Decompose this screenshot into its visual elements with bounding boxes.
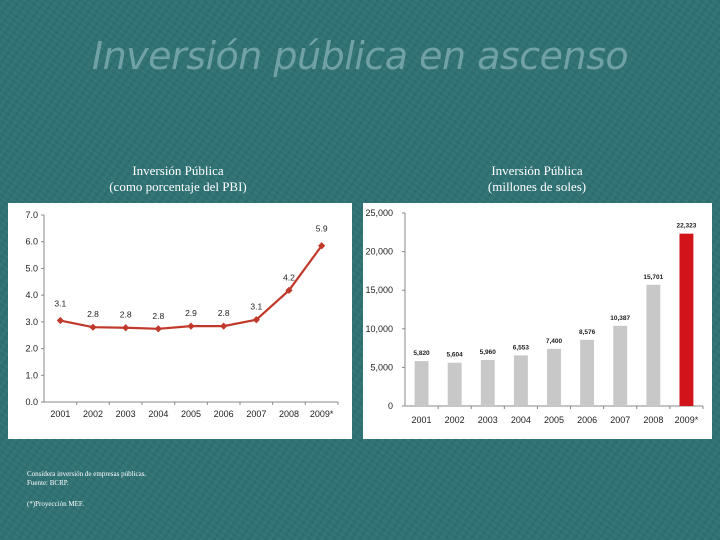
bar-value-label: 6,553	[513, 344, 530, 351]
bar-chart: 0 5,000 10,000 15,000 20,000 25,000 5,820 2001 5…	[365, 208, 704, 425]
line-chart-subtitle: (como porcentaje del PBI)	[109, 179, 247, 194]
x-tick-label: 2005	[181, 409, 201, 419]
data-label: 2.9	[185, 308, 197, 318]
line-chart-title: Inversión Pública (como porcentaje del P…	[48, 163, 308, 195]
y-tick-label: 4.0	[25, 290, 38, 300]
line-chart-panel: 0.0 1.0 2.0 3.0 4.0 5.0 6.0 7.0 2001 2002 2003 2004…	[8, 203, 352, 439]
y-tick-label: 7.0	[25, 210, 38, 220]
bar-value-label: 22,323	[676, 223, 696, 230]
bar-value-label: 10,387	[610, 315, 630, 322]
data-label: 2.8	[152, 311, 164, 321]
bar	[679, 233, 694, 406]
bar-chart-title-main: Inversión Pública	[491, 163, 583, 178]
data-point-marker	[220, 322, 228, 330]
data-label: 5.9	[316, 224, 328, 234]
y-tick-label: 5,000	[370, 362, 393, 372]
data-label: 2.8	[87, 309, 99, 319]
source-notes: Considera inversión de empresas públicas…	[27, 470, 146, 509]
x-tick-label: 2006	[214, 409, 234, 419]
x-tick-label: 2009*	[675, 415, 699, 425]
data-point-marker	[122, 324, 130, 332]
x-tick-label: 2009*	[310, 409, 334, 419]
y-tick-label: 5.0	[25, 263, 38, 273]
x-tick-label: 2003	[116, 409, 136, 419]
data-point-marker	[89, 323, 97, 331]
y-tick-label: 10,000	[365, 324, 393, 334]
line-chart-title-main: Inversión Pública	[132, 163, 224, 178]
data-point-marker	[285, 286, 293, 294]
bar-chart-title: Inversión Pública (millones de soles)	[407, 163, 667, 195]
y-tick-label: 6.0	[25, 237, 38, 247]
bar-chart-subtitle: (millones de soles)	[487, 179, 587, 194]
bar-value-label: 15,701	[643, 274, 663, 281]
x-tick-label: 2004	[148, 409, 168, 419]
x-tick-label: 2008	[279, 409, 299, 419]
bar	[513, 355, 528, 406]
x-tick-label: 2006	[577, 415, 597, 425]
y-tick-label: 25,000	[365, 208, 393, 218]
note-line-2: Fuente: BCRP.	[27, 479, 69, 487]
data-point-marker	[154, 325, 162, 333]
x-tick-label: 2001	[50, 409, 70, 419]
x-tick-label: 2005	[544, 415, 564, 425]
bar-value-label: 5,604	[447, 352, 464, 359]
data-point-marker	[187, 322, 195, 330]
data-point-marker	[56, 316, 64, 325]
y-tick-label: 3.0	[25, 317, 38, 327]
x-tick-label: 2002	[83, 409, 103, 419]
bar	[480, 359, 495, 406]
bar	[447, 362, 462, 406]
data-label: 3.1	[250, 302, 262, 312]
data-label: 2.8	[218, 308, 230, 318]
x-tick-label: 2001	[412, 415, 432, 425]
x-tick-label: 2007	[610, 415, 630, 425]
data-point-marker	[318, 242, 326, 250]
bar-value-label: 5,820	[413, 350, 430, 357]
data-label: 3.1	[54, 299, 66, 309]
line-chart: 0.0 1.0 2.0 3.0 4.0 5.0 6.0 7.0 2001 2002 2003 2004…	[25, 210, 339, 419]
note-line-3: (*)Proyección MEF.	[27, 500, 84, 508]
y-tick-label: 1.0	[25, 370, 38, 380]
bar	[414, 361, 429, 406]
bar	[613, 325, 628, 406]
data-label: 2.8	[120, 310, 132, 320]
data-label: 4.2	[283, 272, 295, 282]
bar	[580, 339, 595, 406]
slide-title: Inversión pública en ascenso	[91, 34, 629, 78]
bar	[547, 348, 561, 406]
y-tick-label: 20,000	[365, 247, 393, 257]
bar-value-label: 7,400	[546, 338, 563, 345]
x-tick-label: 2002	[445, 415, 465, 425]
bar-value-label: 5,960	[480, 349, 497, 356]
bar-chart-panel: 0 5,000 10,000 15,000 20,000 25,000 5,820 2001 5…	[363, 203, 712, 439]
x-tick-label: 2003	[478, 415, 498, 425]
y-tick-label: 2.0	[25, 344, 38, 354]
bar	[646, 284, 661, 406]
y-tick-label: 15,000	[365, 285, 393, 295]
note-line-1: Considera inversión de empresas públicas…	[27, 470, 147, 478]
y-tick-label: 0.0	[25, 397, 38, 407]
y-tick-label: 0	[388, 401, 393, 411]
x-tick-label: 2007	[246, 409, 266, 419]
bar-value-label: 8,576	[579, 329, 596, 336]
x-tick-label: 2008	[643, 415, 663, 425]
x-tick-label: 2004	[511, 415, 531, 425]
